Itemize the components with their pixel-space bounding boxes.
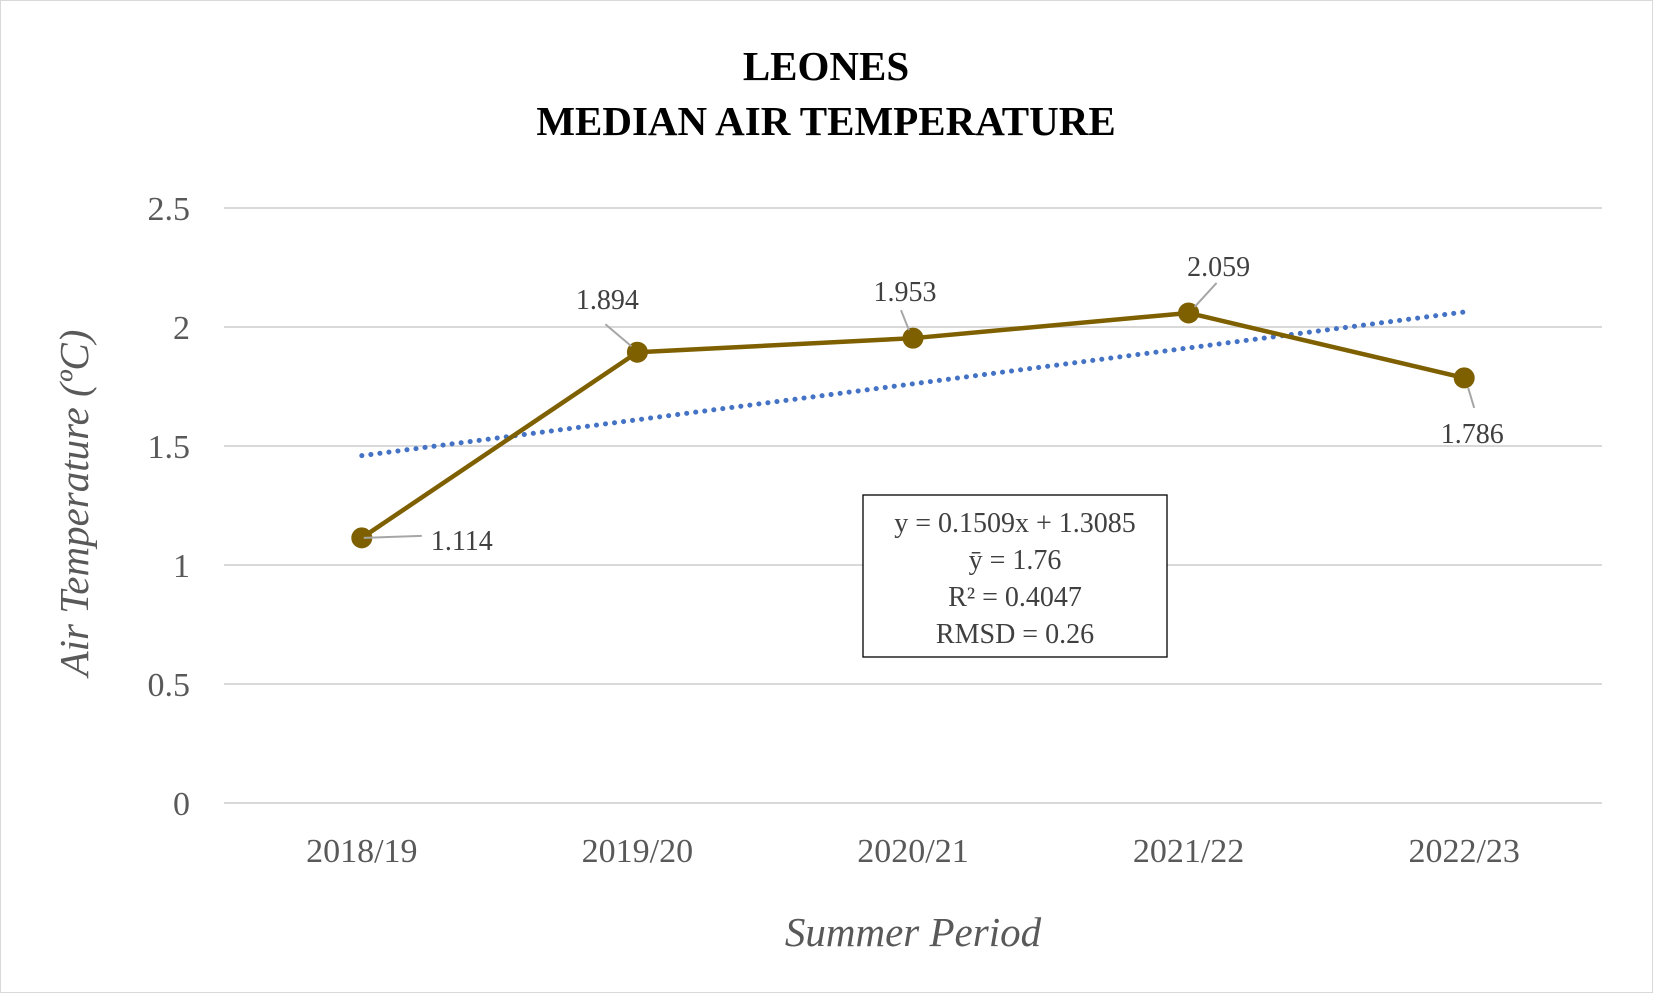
y-tick-label: 2 — [173, 310, 190, 347]
y-axis-ticks: 0 0.5 1 1.5 2 2.5 — [148, 191, 191, 823]
trendline-equation: y = 0.1509x + 1.3085 — [894, 508, 1136, 539]
data-label: 2.059 — [1187, 252, 1250, 283]
mean-value: ȳ = 1.76 — [969, 545, 1062, 576]
data-label-leader — [604, 323, 633, 347]
chart-title-line-1: LEONES — [743, 43, 909, 89]
y-tick-label: 0.5 — [148, 667, 191, 704]
data-point — [902, 327, 924, 349]
y-tick-label: 2.5 — [148, 191, 191, 228]
data-point — [1178, 302, 1200, 324]
data-label: 1.953 — [874, 277, 937, 308]
gridlines — [224, 207, 1602, 804]
data-label: 1.114 — [431, 526, 493, 557]
y-tick-label: 0 — [173, 786, 190, 823]
data-label-leader — [363, 534, 422, 539]
y-tick-label: 1.5 — [148, 429, 191, 466]
trendline-equation-box: y = 0.1509x + 1.3085 ȳ = 1.76 R² = 0.404… — [862, 494, 1168, 658]
data-point — [626, 341, 648, 363]
x-axis-ticks: 2018/19 2019/20 2020/21 2021/22 2022/23 — [306, 833, 1520, 870]
y-tick-label: 1 — [173, 548, 190, 585]
data-label: 1.786 — [1441, 419, 1504, 450]
series — [351, 302, 1475, 549]
r-squared: R² = 0.4047 — [948, 582, 1082, 613]
rmsd: RMSD = 0.26 — [936, 619, 1094, 650]
x-tick-label: 2021/22 — [1133, 833, 1244, 870]
y-axis-title: Air Temperature (ºC) — [51, 330, 97, 680]
x-tick-label: 2018/19 — [306, 833, 417, 870]
data-label-leader — [1193, 282, 1218, 308]
x-axis-title: Summer Period — [785, 909, 1042, 955]
data-labels: 1.114 1.894 1.953 2.059 1.786 — [363, 252, 1504, 557]
x-tick-label: 2020/21 — [857, 833, 968, 870]
x-tick-label: 2019/20 — [582, 833, 693, 870]
chart-title-line-2: MEDIAN AIR TEMPERATURE — [536, 98, 1115, 144]
x-tick-label: 2022/23 — [1408, 833, 1519, 870]
data-label-leader — [1467, 387, 1476, 409]
data-point — [1453, 367, 1475, 389]
data-label-leader — [900, 309, 910, 331]
data-label: 1.894 — [576, 285, 639, 316]
